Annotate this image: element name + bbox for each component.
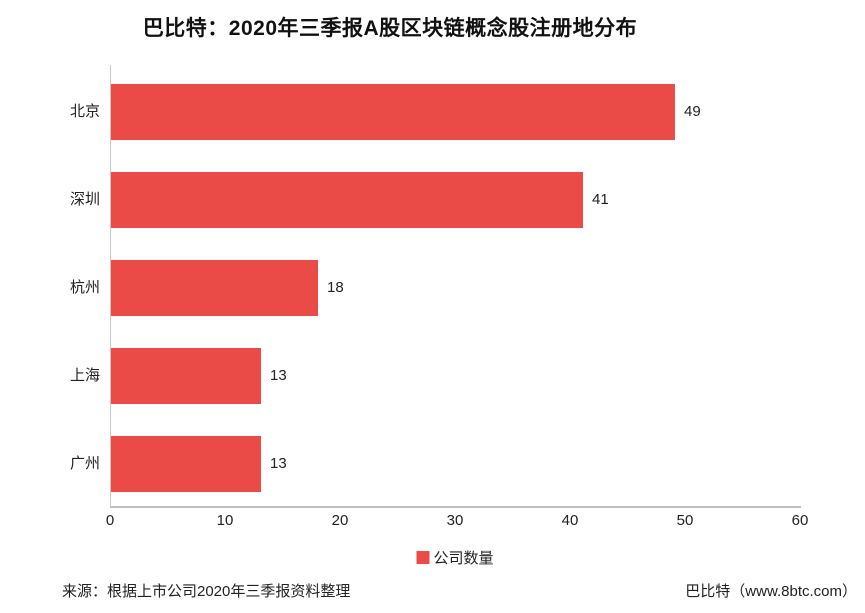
category-label: 杭州 xyxy=(69,279,100,296)
brand-note: 巴比特（www.8btc.com） xyxy=(685,583,857,600)
category-label: 深圳 xyxy=(69,191,100,208)
x-axis-tick-label: 20 xyxy=(331,512,349,529)
bar-value-label: 13 xyxy=(270,367,287,384)
x-axis-tick-label: 0 xyxy=(105,512,115,529)
source-note: 来源：根据上市公司2020年三季报资料整理 xyxy=(62,583,351,600)
x-axis-tick-label: 50 xyxy=(676,512,694,529)
x-axis-tick-label: 30 xyxy=(446,512,464,529)
chart-title: 巴比特：2020年三季报A股区块链概念股注册地分布 xyxy=(142,17,638,40)
bar-row: 深圳 41 xyxy=(0,172,865,228)
x-axis-tick-label: 40 xyxy=(561,512,579,529)
bar-value-label: 41 xyxy=(592,191,609,208)
x-axis-line xyxy=(110,506,801,508)
bar-row: 广州 13 xyxy=(0,436,865,492)
y-axis-line xyxy=(110,65,111,507)
bar-value-label: 18 xyxy=(327,279,344,296)
bar-row: 上海 13 xyxy=(0,348,865,404)
bar-row: 北京 49 xyxy=(0,84,865,140)
category-label: 上海 xyxy=(69,367,100,384)
x-axis-tick-label: 60 xyxy=(791,512,809,529)
bar xyxy=(111,84,675,140)
bar-value-label: 13 xyxy=(270,455,287,472)
category-label: 广州 xyxy=(69,455,100,472)
bar xyxy=(111,172,583,228)
bar xyxy=(111,348,261,404)
bar xyxy=(111,436,261,492)
bar-value-label: 49 xyxy=(684,103,701,120)
legend-swatch-icon xyxy=(416,551,430,564)
legend: 公司数量 xyxy=(416,547,494,568)
bar xyxy=(111,260,318,316)
x-axis-tick-label: 10 xyxy=(216,512,234,529)
bar-row: 杭州 18 xyxy=(0,260,865,316)
legend-label: 公司数量 xyxy=(433,550,494,567)
category-label: 北京 xyxy=(69,103,100,120)
